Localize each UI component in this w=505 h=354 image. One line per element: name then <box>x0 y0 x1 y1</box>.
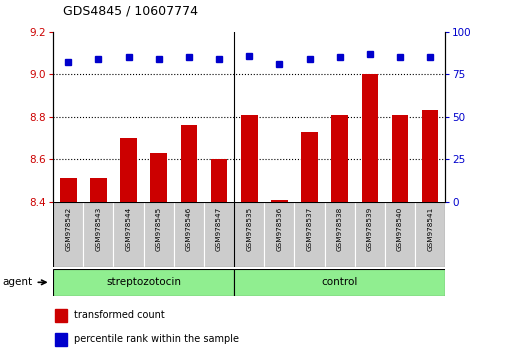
Text: GSM978545: GSM978545 <box>156 207 162 251</box>
Bar <box>56 309 67 322</box>
Bar <box>234 269 444 296</box>
Bar <box>384 202 414 267</box>
Bar <box>56 333 67 346</box>
Text: control: control <box>321 277 357 287</box>
Text: GDS4845 / 10607774: GDS4845 / 10607774 <box>63 5 198 18</box>
Text: GSM978537: GSM978537 <box>306 207 312 251</box>
Bar <box>324 202 354 267</box>
Bar <box>294 202 324 267</box>
Text: GSM978546: GSM978546 <box>185 207 191 251</box>
Bar <box>90 178 107 202</box>
Text: agent: agent <box>3 277 33 287</box>
Text: streptozotocin: streptozotocin <box>106 277 181 287</box>
Bar <box>300 132 317 202</box>
Text: GSM978535: GSM978535 <box>246 207 251 251</box>
Text: GSM978541: GSM978541 <box>426 207 432 251</box>
Text: GSM978538: GSM978538 <box>336 207 342 251</box>
Bar <box>331 115 347 202</box>
Bar <box>240 115 257 202</box>
Bar <box>234 202 264 267</box>
Bar <box>150 153 167 202</box>
Bar <box>180 125 197 202</box>
Text: GSM978544: GSM978544 <box>125 207 131 251</box>
Bar <box>354 202 384 267</box>
Bar <box>60 178 76 202</box>
Bar <box>83 202 113 267</box>
Text: GSM978547: GSM978547 <box>216 207 222 251</box>
Bar <box>173 202 204 267</box>
Bar <box>120 138 136 202</box>
Bar <box>113 202 143 267</box>
Bar <box>421 110 438 202</box>
Text: GSM978536: GSM978536 <box>276 207 282 251</box>
Text: GSM978539: GSM978539 <box>366 207 372 251</box>
Text: GSM978542: GSM978542 <box>65 207 71 251</box>
Bar <box>361 74 377 202</box>
Bar <box>210 159 227 202</box>
Text: GSM978543: GSM978543 <box>95 207 101 251</box>
Bar <box>271 200 287 202</box>
Text: percentile rank within the sample: percentile rank within the sample <box>74 335 239 344</box>
Bar <box>414 202 444 267</box>
Bar <box>53 202 83 267</box>
Bar <box>264 202 294 267</box>
Bar <box>143 202 173 267</box>
Text: transformed count: transformed count <box>74 310 165 320</box>
Bar <box>391 115 408 202</box>
Bar <box>204 202 234 267</box>
Bar <box>53 269 234 296</box>
Text: GSM978540: GSM978540 <box>396 207 402 251</box>
